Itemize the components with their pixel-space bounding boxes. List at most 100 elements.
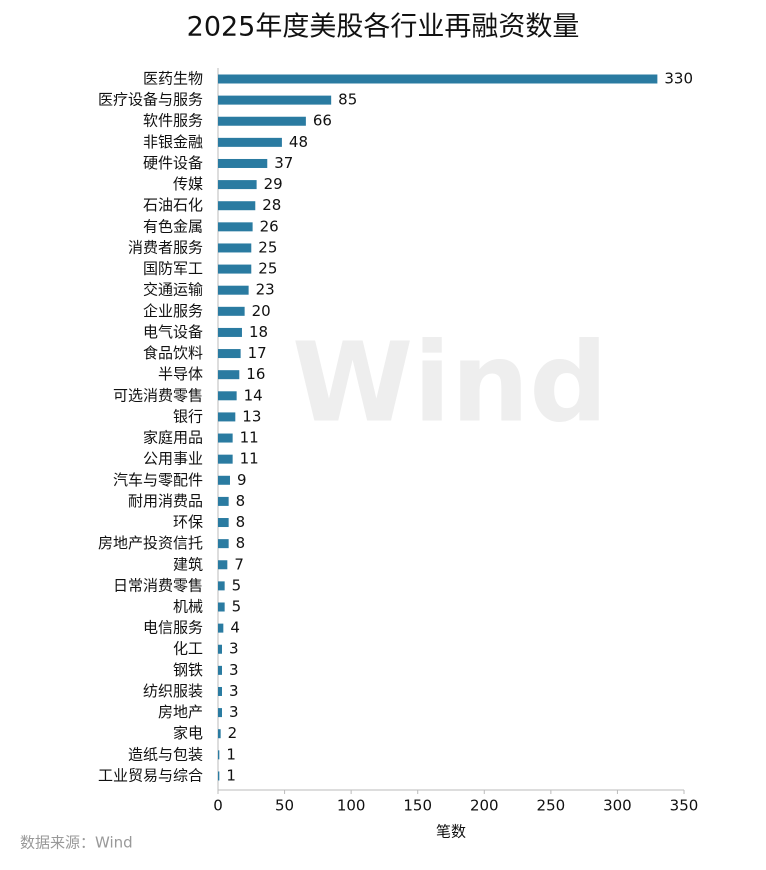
value-label: 17 [248, 344, 267, 362]
bar [218, 623, 224, 633]
y-tick-label: 电信服务 [143, 619, 203, 637]
y-tick-label: 电气设备 [143, 323, 203, 341]
bar [218, 518, 229, 528]
y-tick-label: 耐用消费品 [128, 492, 203, 510]
y-tick-label: 机械 [173, 598, 203, 616]
y-tick-label: 化工 [173, 640, 203, 658]
bar [218, 750, 220, 760]
bar [218, 95, 332, 105]
y-tick-label: 日常消费零售 [113, 576, 203, 594]
bar [218, 243, 252, 253]
value-label: 25 [258, 260, 277, 278]
bar [218, 116, 306, 126]
y-tick-label: 石油石化 [143, 196, 203, 214]
x-axis-label: 笔数 [436, 823, 466, 841]
bar [218, 285, 249, 295]
bar [218, 391, 237, 401]
value-label: 3 [229, 703, 239, 721]
y-tick-label: 纺织服装 [143, 682, 203, 700]
bar [218, 729, 221, 739]
bar [218, 665, 222, 675]
x-tick-label: 100 [337, 797, 366, 815]
value-label: 14 [244, 386, 263, 404]
y-tick-label: 交通运输 [143, 281, 203, 299]
bar [218, 327, 242, 337]
y-tick-label: 工业贸易与综合 [98, 766, 203, 784]
value-label: 13 [242, 407, 261, 425]
value-label: 48 [289, 133, 308, 151]
bar [218, 475, 230, 485]
value-label: 3 [229, 640, 239, 658]
value-label: 5 [232, 598, 242, 616]
bar [218, 306, 245, 316]
value-label: 4 [230, 619, 240, 637]
bar [218, 454, 233, 464]
bar [218, 560, 228, 570]
bar [218, 496, 229, 506]
bar [218, 686, 222, 696]
bar [218, 264, 252, 274]
value-label: 29 [264, 175, 283, 193]
x-tick-label: 150 [403, 797, 432, 815]
x-tick-label: 50 [275, 797, 294, 815]
y-tick-label: 软件服务 [143, 112, 203, 130]
value-label: 3 [229, 661, 239, 679]
y-tick-label: 家电 [173, 724, 203, 742]
value-label: 5 [232, 576, 242, 594]
y-tick-label: 企业服务 [143, 302, 203, 320]
bar [218, 201, 256, 211]
value-label: 9 [237, 471, 247, 489]
bar [218, 644, 222, 654]
value-label: 8 [236, 534, 246, 552]
value-label: 11 [240, 450, 259, 468]
bar [218, 433, 233, 443]
y-tick-label: 食品饮料 [143, 344, 203, 362]
y-tick-label: 房地产投资信托 [98, 534, 203, 552]
bar [218, 137, 282, 147]
x-tick-label: 300 [603, 797, 632, 815]
bar [218, 370, 240, 380]
x-tick-label: 200 [470, 797, 499, 815]
y-tick-label: 硬件设备 [143, 154, 203, 172]
y-tick-label: 公用事业 [143, 450, 203, 468]
y-tick-label: 造纸与包装 [128, 745, 203, 763]
bar [218, 602, 225, 612]
value-label: 66 [313, 112, 332, 130]
bar [218, 222, 253, 232]
source: 数据来源：Wind [20, 834, 133, 852]
value-label: 37 [274, 154, 293, 172]
bar [218, 180, 257, 190]
y-tick-label: 房地产 [158, 703, 203, 721]
bar [218, 412, 236, 422]
y-tick-label: 建筑 [173, 555, 203, 573]
value-label: 26 [260, 217, 279, 235]
y-tick-label: 非银金融 [143, 133, 203, 151]
y-tick-label: 汽车与零配件 [113, 471, 203, 489]
value-label: 85 [338, 91, 357, 109]
bar [218, 158, 268, 168]
value-label: 1 [226, 766, 236, 784]
value-label: 11 [240, 429, 259, 447]
y-tick-label: 有色金属 [143, 217, 203, 235]
value-label: 8 [236, 492, 246, 510]
y-tick-label: 可选消费零售 [113, 386, 203, 404]
value-label: 330 [664, 70, 693, 88]
x-tick-label: 250 [537, 797, 566, 815]
value-label: 16 [246, 365, 265, 383]
value-label: 20 [252, 302, 271, 320]
value-label: 1 [226, 745, 236, 763]
y-tick-label: 钢铁 [173, 661, 203, 679]
value-label: 23 [256, 281, 275, 299]
value-label: 3 [229, 682, 239, 700]
y-tick-label: 医药生物 [143, 70, 203, 88]
value-label: 8 [236, 513, 246, 531]
value-label: 2 [228, 724, 238, 742]
chart-title: 2025年度美股各行业再融资数量 [187, 12, 580, 43]
y-tick-label: 消费者服务 [128, 238, 203, 256]
x-tick-label: 350 [670, 797, 699, 815]
value-label: 25 [258, 238, 277, 256]
y-tick-label: 国防军工 [143, 260, 203, 278]
y-tick-label: 半导体 [158, 365, 203, 383]
value-label: 18 [249, 323, 268, 341]
